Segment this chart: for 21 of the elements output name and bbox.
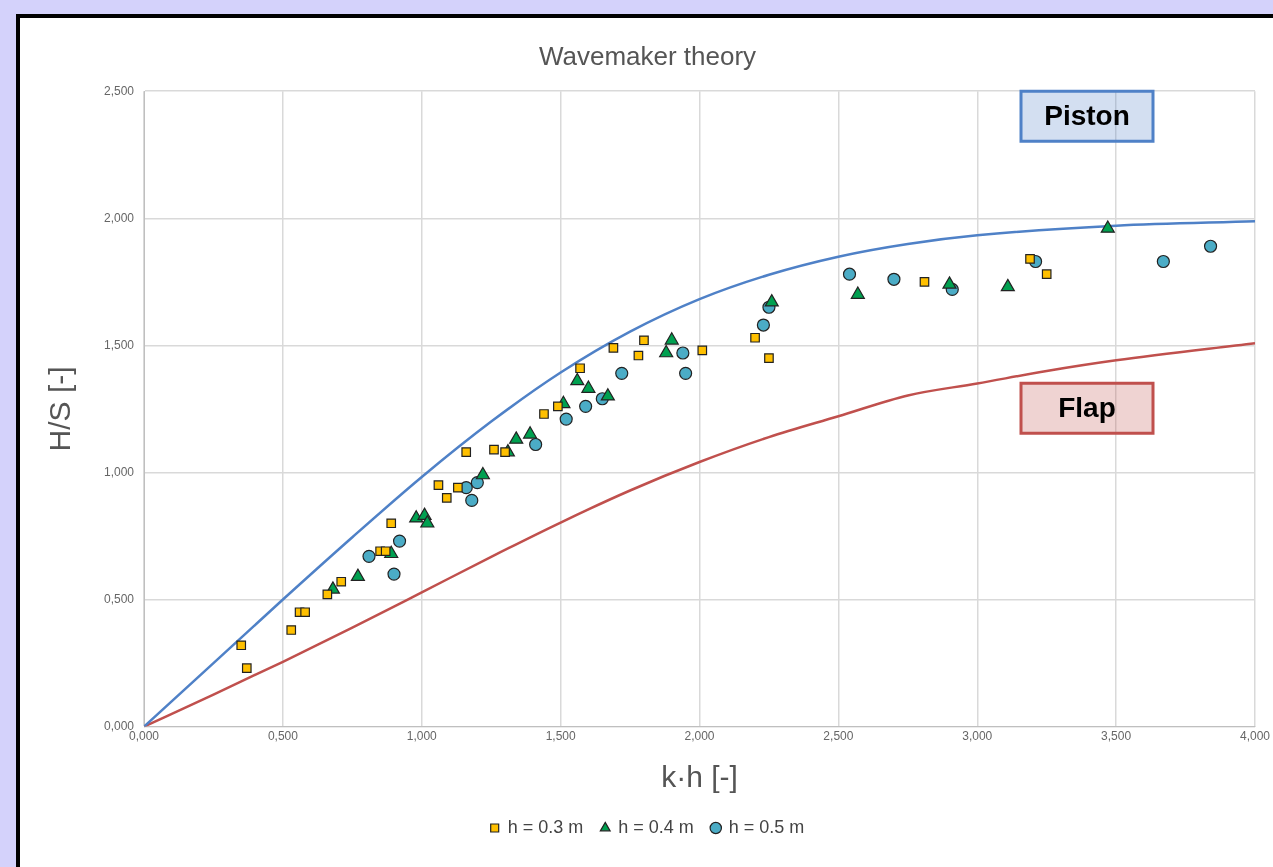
x-tick-label: 4,000 — [1239, 729, 1271, 744]
series-label: Flap — [1058, 392, 1116, 424]
text: Piston — [1044, 100, 1130, 132]
x-tick-label: 1,500 — [545, 729, 576, 744]
x-tick-label: 3,000 — [962, 729, 993, 744]
y-tick-label: 1,000 — [104, 464, 135, 479]
x-axis-title: k·h [-] — [661, 760, 738, 794]
y-axis-title: H/S [-] — [43, 366, 77, 452]
legend-label: h = 0.4 m — [618, 816, 694, 837]
y-tick-label: 2,500 — [104, 83, 135, 98]
y-tick-label: 0,500 — [104, 591, 135, 606]
x-tick-label: 2,500 — [823, 729, 854, 744]
chart-title: Wavemaker theory — [538, 40, 757, 71]
legend-label: h = 0.5 m — [728, 816, 805, 837]
x-tick-label: 0,500 — [267, 729, 299, 744]
legend-label: h = 0.3 m — [507, 816, 584, 837]
x-tick-label: 1,000 — [406, 729, 438, 744]
y-tick-label: 1,500 — [104, 337, 135, 352]
y-tick-label: 2,000 — [104, 210, 135, 225]
x-tick-label: 2,000 — [684, 729, 715, 744]
x-tick-label: 3,500 — [1101, 729, 1132, 744]
